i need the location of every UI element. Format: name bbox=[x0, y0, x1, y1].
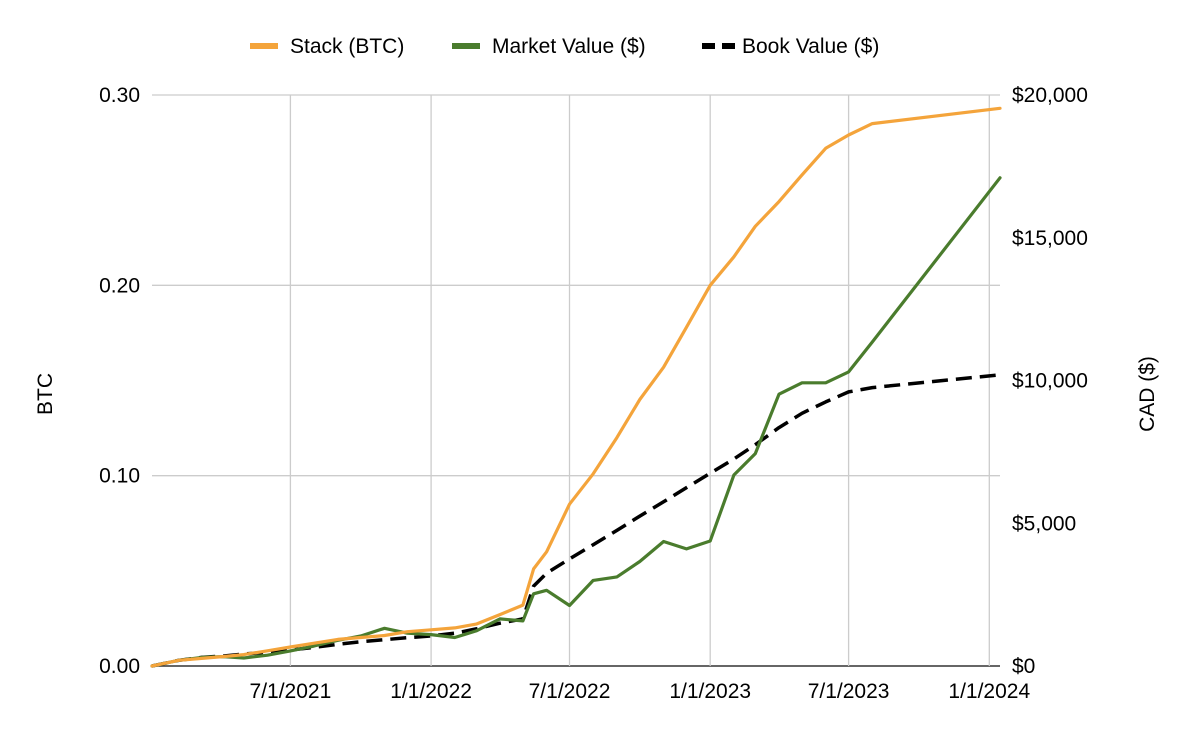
legend-label: Book Value ($) bbox=[742, 35, 879, 58]
left-tick-label: 0.10 bbox=[99, 465, 140, 488]
x-tick-label: 7/1/2023 bbox=[808, 680, 890, 703]
right-tick-label: $0 bbox=[1012, 655, 1035, 678]
right-tick-label: $20,000 bbox=[1012, 84, 1088, 107]
x-tick-label: 7/1/2022 bbox=[529, 680, 611, 703]
legend: Stack (BTC) Market Value ($) Book Value ($… bbox=[250, 35, 879, 58]
left-tick-label: 0.20 bbox=[99, 274, 140, 297]
right-tick-label: $15,000 bbox=[1012, 227, 1088, 250]
left-axis-title: BTC bbox=[34, 373, 57, 415]
x-tick-label: 1/1/2022 bbox=[390, 680, 472, 703]
left-tick-label: 0.30 bbox=[99, 84, 140, 107]
right-tick-label: $5,000 bbox=[1012, 512, 1076, 535]
x-tick-label: 1/1/2024 bbox=[948, 680, 1030, 703]
x-tick-label: 1/1/2023 bbox=[669, 680, 751, 703]
left-tick-label: 0.00 bbox=[99, 655, 140, 678]
x-tick-label: 7/1/2021 bbox=[250, 680, 332, 703]
legend-label: Market Value ($) bbox=[492, 35, 646, 58]
grid bbox=[152, 94, 1000, 667]
right-tick-label: $10,000 bbox=[1012, 370, 1088, 393]
legend-label: Stack (BTC) bbox=[290, 35, 404, 58]
right-axis-ticks: $0 $5,000 $10,000 $15,000 $20,000 bbox=[1012, 84, 1088, 678]
right-axis-title: CAD ($) bbox=[1136, 356, 1159, 432]
x-axis-ticks: 7/1/2021 1/1/2022 7/1/2022 1/1/2023 7/1/2023… bbox=[250, 680, 1031, 703]
series-line-book-value bbox=[151, 373, 1001, 668]
series-layer bbox=[150, 106, 1002, 668]
series-line-stack-btc bbox=[150, 106, 1002, 668]
series-line-market-value bbox=[150, 176, 1002, 668]
left-axis-ticks: 0.00 0.10 0.20 0.30 bbox=[99, 84, 140, 678]
